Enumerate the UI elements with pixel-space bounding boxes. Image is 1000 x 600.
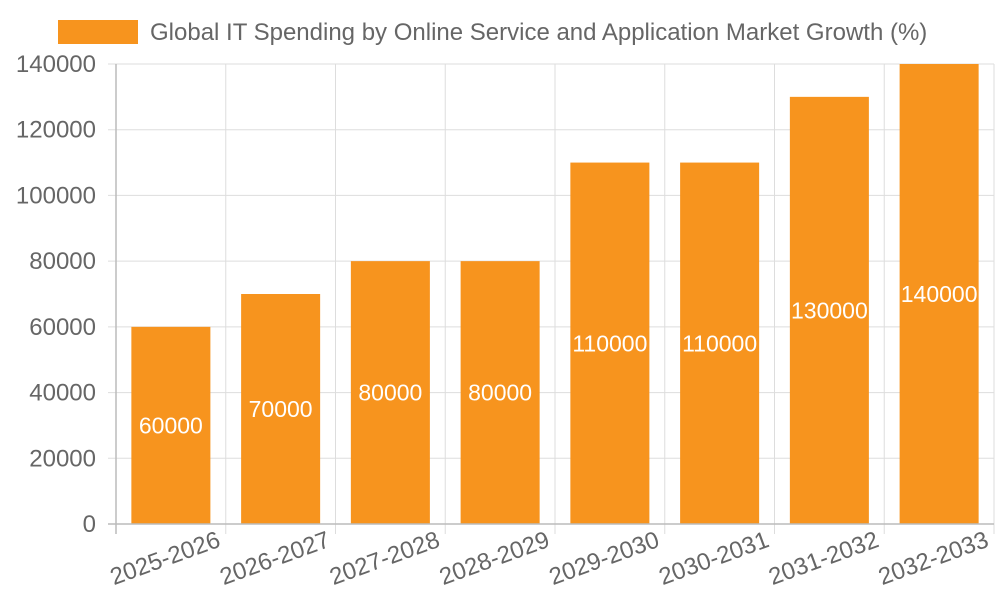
- bar-2032-2033[interactable]: [899, 64, 979, 524]
- x-tick-label: 2031-2032: [765, 526, 882, 591]
- y-tick-label: 100000: [16, 182, 96, 209]
- bar-2026-2027[interactable]: [241, 294, 321, 524]
- bar-2025-2026[interactable]: [131, 326, 211, 524]
- x-tick-label: 2028-2029: [436, 526, 553, 591]
- bar-2027-2028[interactable]: [350, 261, 430, 524]
- bars: [131, 64, 979, 525]
- legend-swatch: [58, 20, 138, 44]
- data-label: 70000: [249, 396, 313, 422]
- x-tick-label: 2029-2030: [546, 526, 663, 591]
- data-label: 110000: [682, 330, 757, 356]
- data-label: 80000: [358, 380, 422, 406]
- bar-2028-2029[interactable]: [460, 261, 540, 524]
- data-labels: 60000 70000 80000 80000 110000 110000 130000 14…: [139, 281, 978, 438]
- data-label: 60000: [139, 412, 203, 438]
- x-tick-label: 2026-2027: [216, 526, 333, 591]
- bar-2031-2032[interactable]: [789, 96, 869, 524]
- y-tick-label: 20000: [29, 445, 96, 472]
- legend: Global IT Spending by Online Service and…: [58, 19, 927, 46]
- x-tick-label: 2027-2028: [326, 526, 443, 591]
- y-tick-label: 40000: [29, 380, 96, 407]
- data-label: 140000: [901, 281, 978, 307]
- x-tick-label: 2030-2031: [655, 526, 772, 591]
- y-tick-label: 140000: [16, 51, 96, 78]
- legend-label: Global IT Spending by Online Service and…: [150, 19, 927, 46]
- y-tick-label: 60000: [29, 314, 96, 341]
- data-label: 110000: [572, 330, 647, 356]
- bar-2030-2031[interactable]: [680, 162, 760, 525]
- grid: [108, 63, 995, 534]
- y-tick-label: 120000: [16, 117, 96, 144]
- axes: [108, 64, 994, 534]
- data-label: 130000: [791, 297, 868, 323]
- y-tick-label: 80000: [29, 248, 96, 275]
- y-tick-label: 0: [83, 511, 96, 538]
- x-tick-label: 2025-2026: [107, 526, 224, 591]
- x-tick-label: 2032-2033: [875, 526, 992, 591]
- bar-2029-2030[interactable]: [570, 162, 650, 525]
- data-label: 80000: [468, 380, 532, 406]
